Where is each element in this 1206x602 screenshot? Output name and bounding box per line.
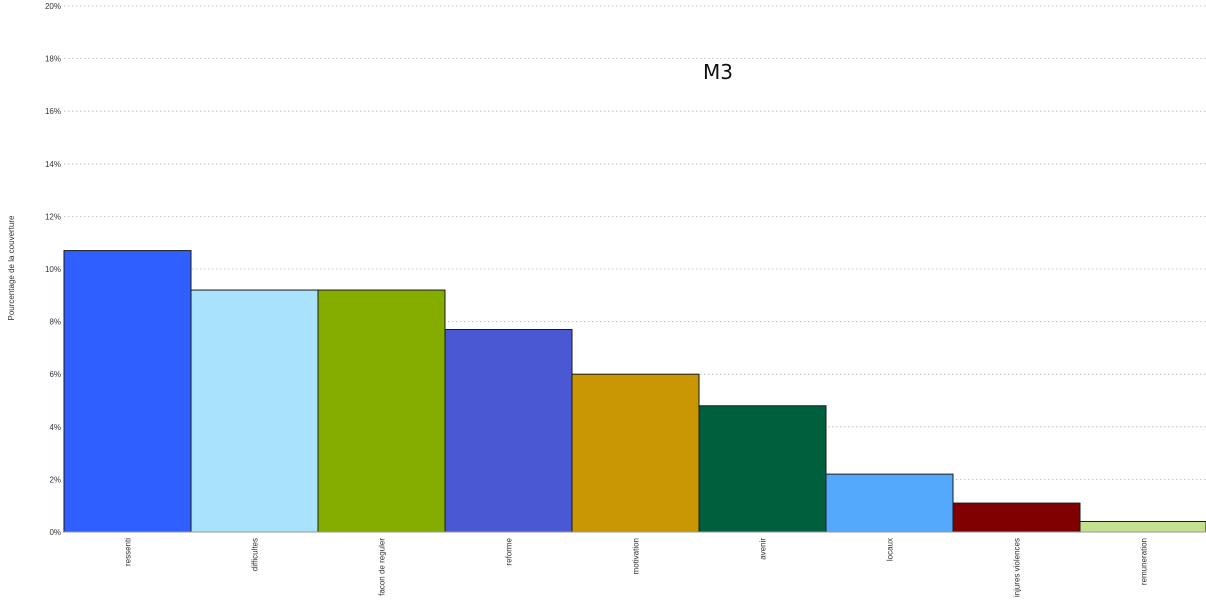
x-axis-labels: ressenti difficultes facon de reguler refor… bbox=[124, 537, 1149, 597]
x-tick-label: motivation bbox=[632, 538, 641, 574]
y-tick-label: 0% bbox=[49, 528, 61, 537]
x-tick-label: locaux bbox=[886, 538, 895, 561]
bar-motivation bbox=[571, 373, 700, 533]
bar-avenir bbox=[698, 405, 827, 533]
bars bbox=[63, 250, 1206, 533]
x-tick-label: injures violences bbox=[1013, 538, 1022, 597]
y-tick-label: 12% bbox=[45, 212, 61, 221]
x-tick-label: ressenti bbox=[124, 538, 133, 566]
y-tick-label: 18% bbox=[45, 55, 61, 64]
x-tick-label: reforme bbox=[505, 537, 514, 565]
x-tick-label: avenir bbox=[759, 538, 768, 560]
bar-ressenti bbox=[63, 250, 192, 533]
bar-facon-de-reguler bbox=[317, 289, 446, 533]
bar-locaux bbox=[825, 473, 954, 533]
y-tick-label: 2% bbox=[49, 475, 61, 484]
bar-remuneration bbox=[1079, 520, 1206, 533]
y-tick-label: 10% bbox=[45, 265, 61, 274]
y-axis-label: Pourcentage de la couverture bbox=[7, 215, 16, 321]
y-tick-label: 16% bbox=[45, 107, 61, 116]
x-tick-label: remuneration bbox=[1140, 538, 1149, 585]
x-tick-label: difficultes bbox=[251, 538, 260, 571]
bar-injures-violences bbox=[952, 502, 1081, 533]
chart-title: M3 bbox=[703, 60, 733, 84]
x-tick-label: facon de reguler bbox=[378, 538, 387, 596]
y-tick-label: 20% bbox=[45, 2, 61, 11]
y-tick-label: 6% bbox=[49, 370, 61, 379]
y-axis-ticks: 0% 2% 4% 6% 8% 10% 12% 14% 16% 18% 20% bbox=[45, 2, 61, 537]
y-tick-label: 14% bbox=[45, 160, 61, 169]
bar-difficultes bbox=[190, 289, 319, 533]
y-tick-label: 8% bbox=[49, 318, 61, 327]
bar-reforme bbox=[444, 328, 573, 533]
y-tick-label: 4% bbox=[49, 423, 61, 432]
